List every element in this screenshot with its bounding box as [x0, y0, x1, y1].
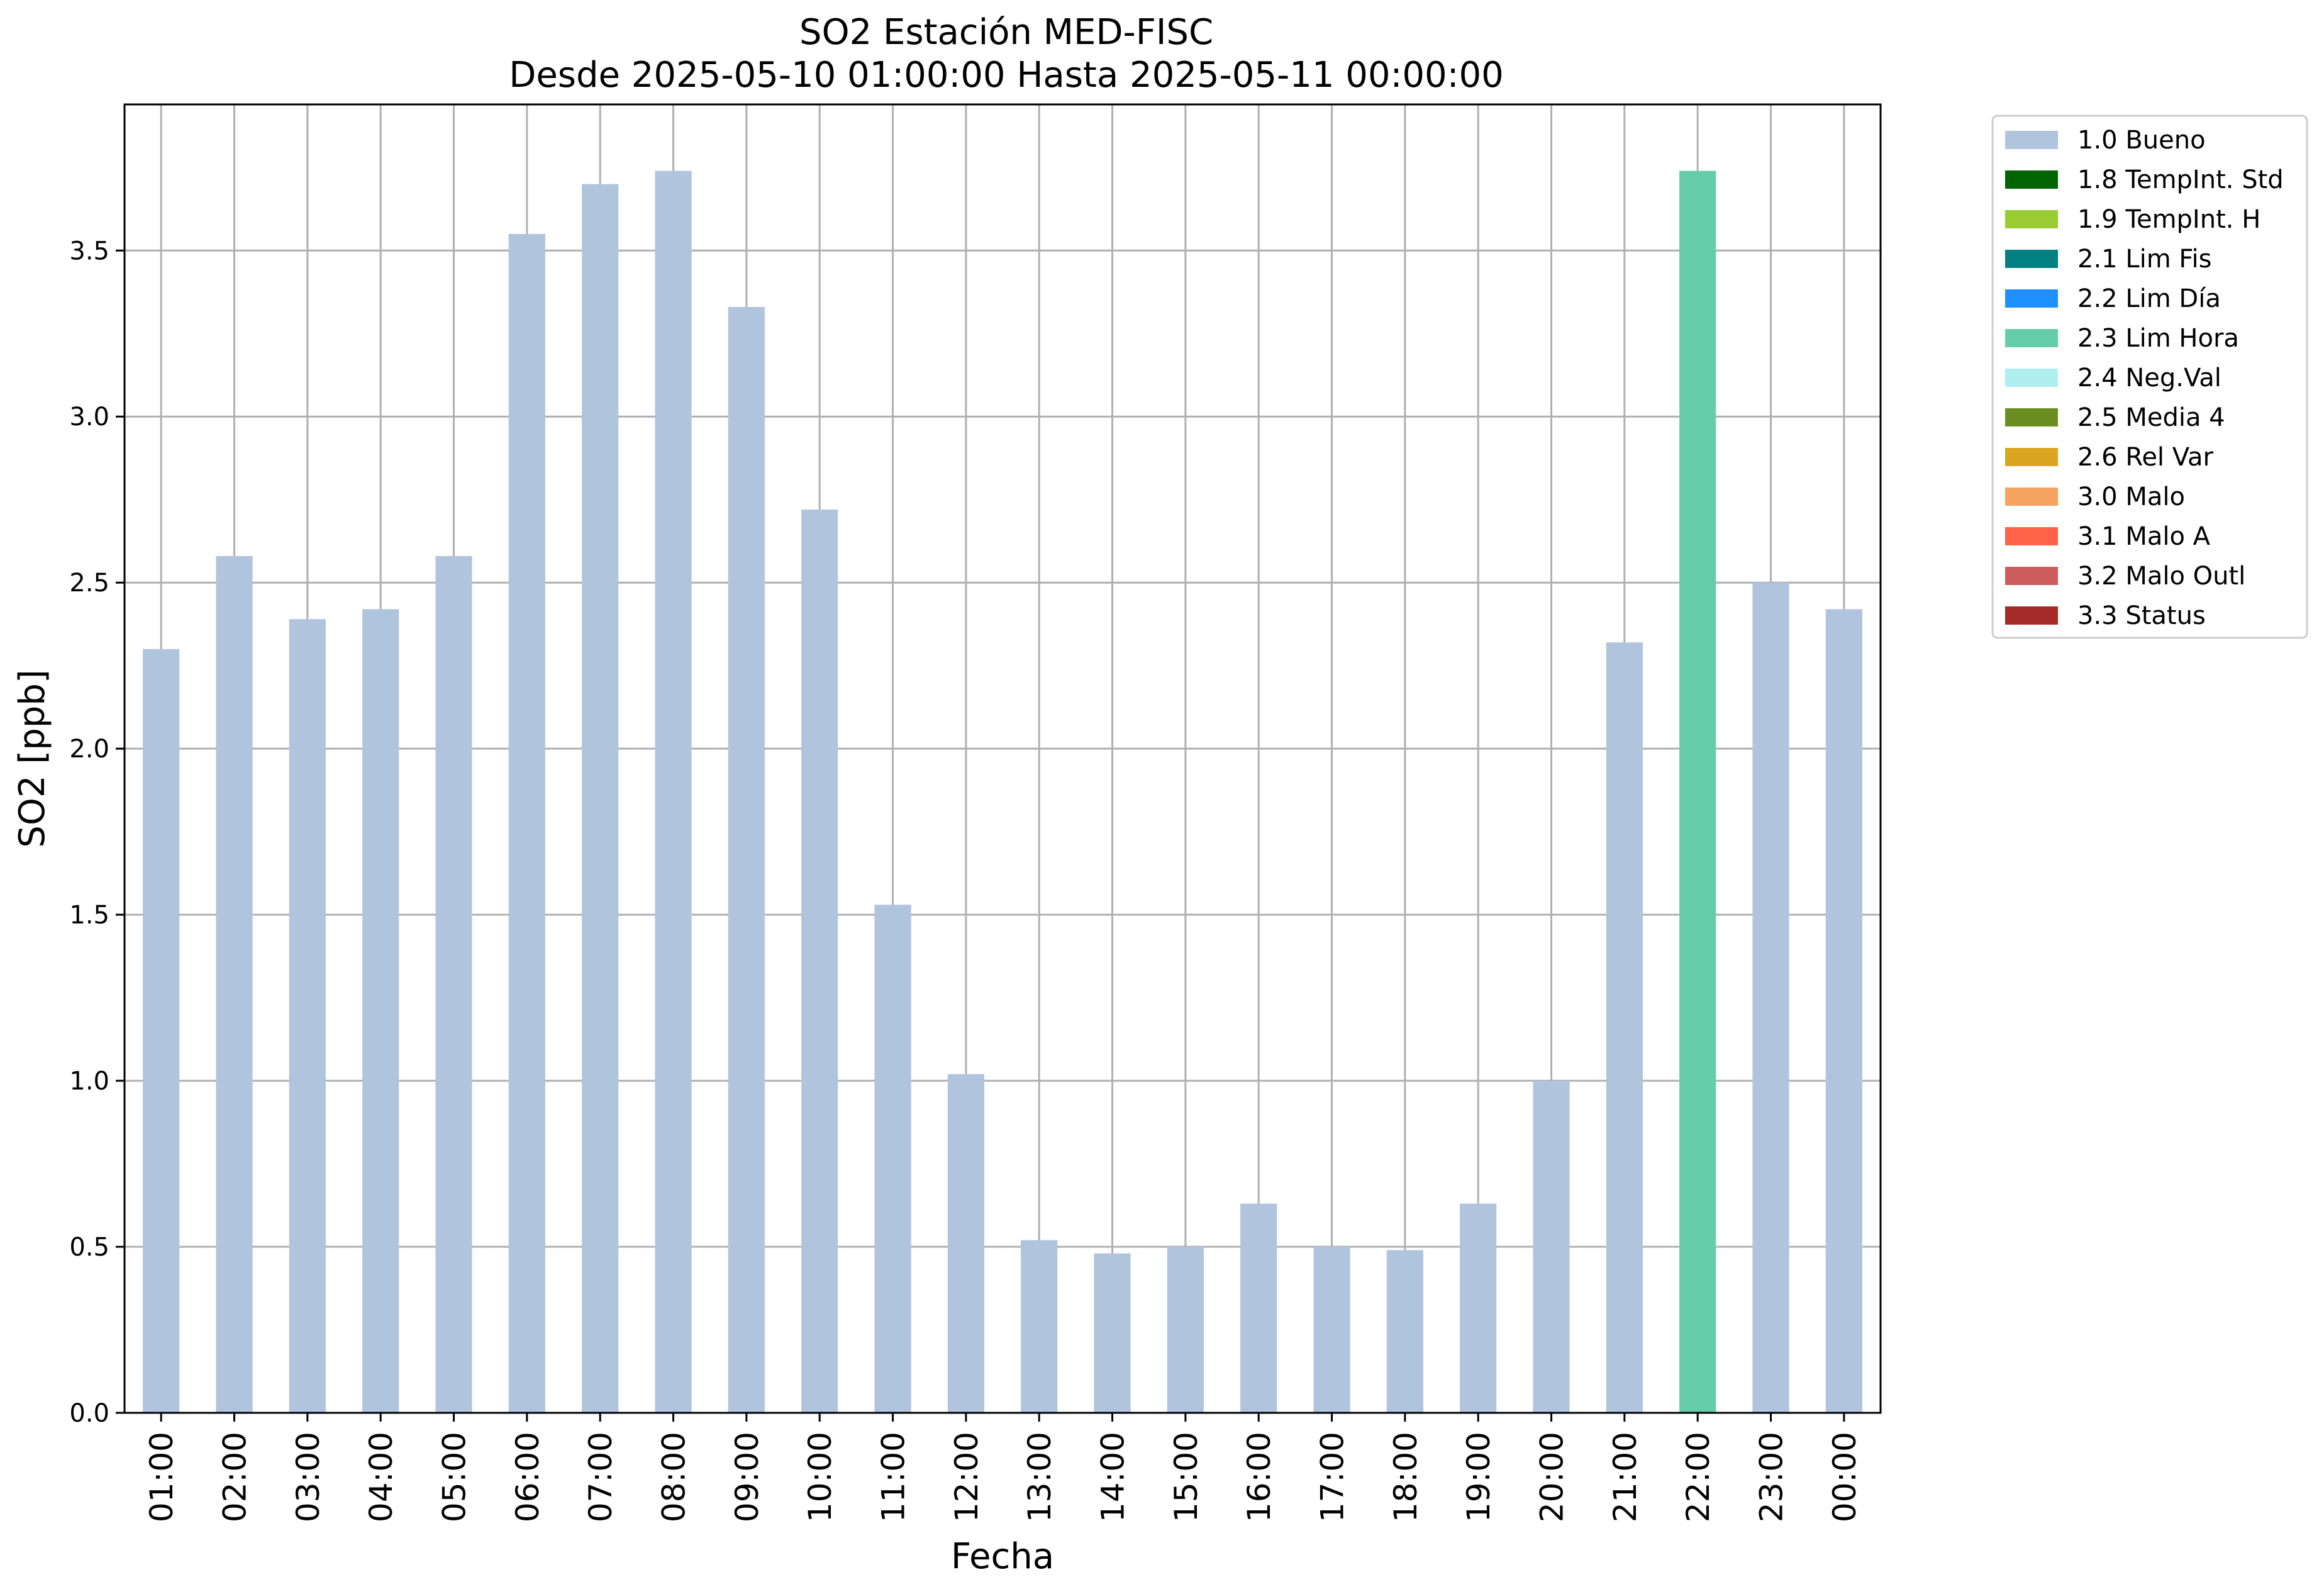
bar-1800: [1386, 1250, 1423, 1413]
bar-0700: [582, 184, 619, 1413]
bar-2100: [1606, 642, 1643, 1413]
bars: [143, 170, 1862, 1413]
bar-0500: [435, 555, 472, 1413]
bar-1700: [1313, 1247, 1350, 1413]
x-axis: 01:00 02:00 03:00 04:00 05:00 06:00 07:00 08:00…: [143, 1413, 1863, 1522]
x-tick-label: 03:00: [290, 1432, 326, 1522]
legend-swatch: [2005, 250, 2058, 268]
bar-2200: [1679, 170, 1716, 1413]
x-tick-label: 22:00: [1680, 1432, 1716, 1522]
y-axis-label: SO2 [ppb]: [12, 669, 53, 847]
y-axis: 0.0 0.5 1.0 1.5 2.0 2.5 3.0 3.5: [69, 237, 125, 1428]
legend-swatch: [2005, 369, 2058, 387]
legend-label: 2.5 Media 4: [2077, 403, 2225, 432]
legend-label: 1.8 TempInt. Std: [2077, 165, 2284, 194]
legend-label: 2.4 Neg.Val: [2077, 364, 2221, 393]
bar-0300: [289, 619, 326, 1413]
x-tick-label: 02:00: [217, 1432, 253, 1522]
x-tick-label: 23:00: [1754, 1432, 1790, 1522]
legend-swatch: [2005, 606, 2058, 625]
y-tick-label: 3.5: [69, 237, 109, 265]
x-tick-label: 18:00: [1387, 1432, 1424, 1522]
x-tick-label: 14:00: [1095, 1432, 1131, 1522]
x-tick-label: 09:00: [729, 1432, 765, 1522]
legend: 1.0 Bueno 1.8 TempInt. Std 1.9 TempInt. H 2…: [1991, 114, 2308, 639]
bar-0400: [362, 609, 399, 1413]
legend-swatch: [2005, 131, 2058, 149]
bar-1600: [1240, 1203, 1277, 1413]
x-axis-label: Fecha: [951, 1536, 1054, 1577]
legend-swatch: [2005, 488, 2058, 506]
bar-1500: [1167, 1247, 1204, 1413]
bar-0800: [655, 170, 692, 1413]
bar-0200: [216, 555, 253, 1413]
x-tick-label: 21:00: [1607, 1432, 1643, 1522]
bar-0100: [143, 649, 180, 1413]
x-tick-label: 19:00: [1460, 1432, 1497, 1522]
x-tick-label: 08:00: [656, 1432, 692, 1522]
legend-swatch: [2005, 210, 2058, 228]
bar-2300: [1752, 582, 1789, 1413]
y-tick-label: 2.0: [69, 735, 109, 764]
legend-label: 2.6 Rel Var: [2077, 443, 2214, 472]
y-tick-label: 3.0: [69, 403, 109, 432]
plot-frame: [123, 103, 1882, 1414]
x-tick-label: 12:00: [948, 1432, 985, 1522]
legend-label: 3.1 Malo A: [2077, 522, 2211, 551]
bar-1900: [1460, 1203, 1497, 1413]
x-tick-label: 17:00: [1315, 1432, 1351, 1522]
y-tick-label: 1.5: [69, 901, 109, 930]
legend-label: 3.0 Malo: [2077, 482, 2185, 511]
bar-1100: [874, 905, 911, 1413]
legend-label: 3.2 Malo Outl: [2077, 562, 2245, 591]
x-tick-label: 16:00: [1241, 1432, 1277, 1522]
legend-label: 2.1 Lim Fis: [2077, 245, 2211, 274]
legend-swatch: [2005, 170, 2058, 189]
x-tick-label: 04:00: [363, 1432, 399, 1522]
x-tick-label: 10:00: [802, 1432, 838, 1522]
legend-swatch: [2005, 289, 2058, 308]
bar-1000: [801, 510, 838, 1413]
x-tick-label: 07:00: [582, 1432, 619, 1522]
legend-swatch: [2005, 527, 2058, 545]
bar-1400: [1094, 1253, 1131, 1413]
legend-label: 1.0 Bueno: [2077, 126, 2206, 155]
x-tick-label: 05:00: [436, 1432, 473, 1522]
chart-title-line2: Desde 2025-05-10 01:00:00 Hasta 2025-05-…: [509, 55, 1504, 96]
legend-swatch: [2005, 448, 2058, 466]
x-tick-label: 06:00: [509, 1432, 546, 1522]
y-tick-label: 0.0: [69, 1399, 109, 1428]
x-tick-label: 20:00: [1534, 1432, 1571, 1522]
legend-label: 1.9 TempInt. H: [2077, 205, 2260, 234]
x-tick-label: 11:00: [876, 1432, 912, 1522]
bar-1300: [1021, 1240, 1058, 1413]
y-tick-label: 0.5: [69, 1233, 109, 1262]
legend-swatch: [2005, 408, 2058, 426]
legend-label: 2.3 Lim Hora: [2077, 324, 2239, 353]
x-tick-label: 13:00: [1021, 1432, 1058, 1522]
bar-0900: [728, 307, 765, 1413]
y-tick-label: 2.5: [69, 569, 109, 598]
legend-swatch: [2005, 329, 2058, 347]
x-tick-label: 01:00: [143, 1432, 180, 1522]
legend-frame: [1991, 114, 2308, 639]
y-tick-label: 1.0: [69, 1067, 109, 1096]
legend-swatch: [2005, 567, 2058, 585]
chart-title-line1: SO2 Estación MED-FISC: [799, 12, 1213, 53]
x-tick-label: 15:00: [1168, 1432, 1204, 1522]
legend-label: 2.2 Lim Día: [2077, 284, 2221, 313]
bar-0600: [508, 233, 545, 1413]
bar-2000: [1533, 1081, 1570, 1413]
legend-label: 3.3 Status: [2077, 601, 2206, 630]
x-tick-label: 00:00: [1826, 1432, 1863, 1522]
bar-0000: [1825, 609, 1862, 1413]
bar-1200: [947, 1074, 984, 1413]
